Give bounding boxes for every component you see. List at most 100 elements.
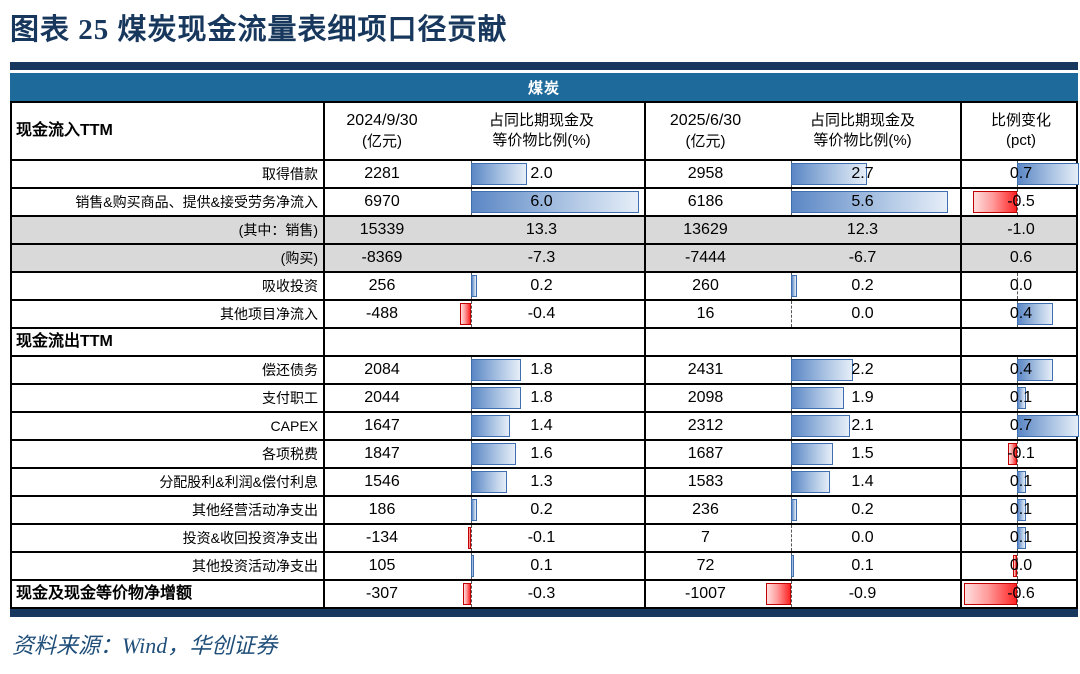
table-row: 现金流出TTM [12, 327, 1076, 355]
cell-value: 0.2 [530, 277, 553, 294]
cell-2025-ratio: -0.9 [765, 581, 962, 607]
cell-2024-value: 6970 [364, 193, 400, 210]
row-label: 偿还债务 [12, 357, 325, 383]
row-label: 取得借款 [12, 161, 325, 187]
cell-2024-value: 2044 [364, 389, 400, 406]
data-bar-positive [471, 443, 516, 465]
cell-value: -1.0 [1007, 221, 1035, 238]
row-label: CAPEX [12, 413, 325, 439]
data-bar-positive [471, 191, 639, 213]
top-navy-band [10, 62, 1078, 70]
cell-2025-value: -1007 [685, 585, 726, 602]
data-bar-negative [459, 303, 471, 325]
cell-2024-ratio: 1.8 [439, 357, 646, 383]
header-ratio-change: 比例变化 (pct) [990, 111, 1051, 149]
source-note: 资料来源：Wind，华创证券 [12, 633, 278, 658]
data-bar-positive [1017, 359, 1053, 381]
cell-ratio-change: 0.0 [962, 553, 1080, 579]
data-bar-positive [471, 275, 477, 297]
cell-2024-value [325, 329, 439, 355]
data-bar-positive [1017, 163, 1080, 185]
cell-2024-ratio: -0.4 [439, 301, 646, 327]
cell-2025-ratio: 2.1 [765, 413, 962, 439]
row-label: 各项税费 [12, 441, 325, 467]
data-bar-positive [471, 163, 527, 185]
cell-2024-ratio: 0.1 [439, 553, 646, 579]
cell-value: 1.8 [530, 361, 553, 378]
table-row: 其他经营活动净支出 186 0.2 236 0.2 0.1 [12, 495, 1076, 523]
cell-2025-ratio: 0.0 [765, 301, 962, 327]
cell-2024-ratio: -0.1 [439, 525, 646, 551]
cell-2024-ratio: 0.2 [439, 497, 646, 523]
cell-2025-ratio: 1.9 [765, 385, 962, 411]
data-bar-positive [1017, 499, 1026, 521]
data-bar-negative [765, 583, 791, 605]
cell-ratio-change: 0.4 [962, 357, 1080, 383]
table-grid: 现金流入TTM 2024/9/30 (亿元) 占同比期现金及 等价物比例(%) … [10, 101, 1080, 609]
cell-2025-ratio: 2.7 [765, 161, 962, 187]
cell-value: 0.7 [1009, 165, 1033, 182]
bar-axis-line [791, 301, 792, 327]
cell-2025-ratio: 12.3 [765, 217, 962, 243]
cell-value: 0.4 [1009, 361, 1033, 378]
cell-2025-ratio [765, 329, 962, 355]
cell-2024-value: 1546 [364, 473, 400, 490]
cell-2024-ratio: 1.6 [439, 441, 646, 467]
cell-2024-ratio: 1.8 [439, 385, 646, 411]
row-label: (购买) [12, 245, 325, 271]
cell-value: 1.3 [530, 473, 553, 490]
bar-axis-line [471, 301, 472, 327]
cell-value: 0.0 [851, 529, 874, 546]
figure-title: 图表 25 煤炭现金流量表细项口径贡献 [10, 14, 508, 46]
cell-2024-value: 186 [368, 501, 396, 518]
data-bar-positive [791, 387, 845, 409]
cell-2025-value: 1687 [687, 445, 724, 462]
table-row: 取得借款 2281 2.0 2958 2.7 0.7 [12, 159, 1080, 187]
cell-ratio-change: 0.4 [962, 301, 1080, 327]
cell-ratio-change: 0.7 [962, 413, 1080, 439]
cell-value: 0.1 [530, 557, 553, 574]
row-label: 分配股利&利润&偿付利息 [12, 469, 325, 495]
cell-2025-ratio: 0.2 [765, 273, 962, 299]
bar-axis-line [1017, 581, 1018, 607]
data-bar-negative [963, 583, 1017, 605]
bar-axis-line [471, 525, 472, 551]
data-bar-positive [1017, 303, 1053, 325]
cell-value: 0.2 [851, 277, 874, 294]
cell-2025-value: 2958 [687, 165, 724, 182]
table-row: (其中：销售) 15339 13.3 13629 12.3 -1.0 [12, 215, 1076, 243]
data-bar-positive [471, 387, 522, 409]
cell-2024-value: -8369 [361, 249, 403, 266]
cell-2024-value: -134 [365, 529, 399, 546]
data-bar-negative [1008, 443, 1017, 465]
data-bar-positive [791, 359, 853, 381]
cell-value: 0.0 [1009, 557, 1033, 574]
cell-2024-ratio: 1.4 [439, 413, 646, 439]
coal-cashflow-table: 煤炭 现金流入TTM 2024/9/30 (亿元) 占同比期现金及 等价物比例(… [10, 62, 1080, 617]
cell-ratio-change: 0.1 [962, 385, 1080, 411]
cell-2024-ratio: -7.3 [439, 245, 646, 271]
cell-value: 0.1 [1009, 389, 1033, 406]
group-title: 煤炭 [527, 79, 560, 97]
cell-value: 2.1 [851, 417, 874, 434]
cell-value: -0.4 [527, 305, 556, 322]
cell-2025-ratio: 0.1 [765, 553, 962, 579]
bar-axis-line [471, 581, 472, 607]
cell-ratio-change: -1.0 [962, 217, 1080, 243]
table-row: 投资&收回投资净支出 -134 -0.1 7 0.0 0.1 [12, 523, 1076, 551]
table-header-row: 现金流入TTM 2024/9/30 (亿元) 占同比期现金及 等价物比例(%) … [12, 103, 1076, 159]
data-bar-positive [791, 471, 831, 493]
cell-2024-ratio: 0.2 [439, 273, 646, 299]
cell-value: -7.3 [527, 249, 556, 266]
cell-value: 0.2 [530, 501, 553, 518]
cell-2025-ratio: 1.4 [765, 469, 962, 495]
table-row: 销售&购买商品、提供&接受劳务净流入 6970 6.0 6186 5.6 -0.5 [12, 187, 1076, 215]
table-row: (购买) -8369 -7.3 -7444 -6.7 0.6 [12, 243, 1076, 271]
cell-2024-value: 1647 [364, 417, 400, 434]
cell-value: 0.1 [1009, 501, 1033, 518]
cell-value: 6.0 [530, 193, 553, 210]
cell-2025-ratio: 2.2 [765, 357, 962, 383]
cell-value: 2.2 [851, 361, 874, 378]
data-bar-positive [791, 555, 794, 577]
data-bar-positive [1017, 471, 1026, 493]
